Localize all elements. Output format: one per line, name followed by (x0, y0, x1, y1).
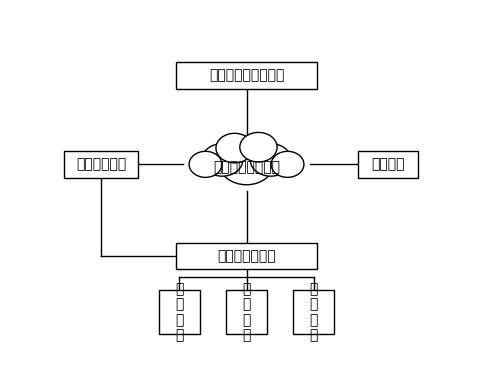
Text: 停车场信息采集系统: 停车场信息采集系统 (208, 69, 284, 83)
FancyBboxPatch shape (358, 151, 417, 178)
FancyBboxPatch shape (158, 290, 200, 334)
FancyBboxPatch shape (64, 151, 138, 178)
Circle shape (271, 151, 303, 177)
Text: 控制中心系统: 控制中心系统 (76, 157, 126, 171)
Text: 支
付
系
统: 支 付 系 统 (242, 282, 250, 343)
Text: 移动客户端系统: 移动客户端系统 (217, 249, 275, 263)
Text: 评分系统: 评分系统 (371, 157, 404, 171)
Text: 定
位
系
统: 定 位 系 统 (309, 282, 317, 343)
Circle shape (218, 141, 274, 185)
Circle shape (216, 133, 252, 163)
Circle shape (189, 151, 221, 177)
Circle shape (250, 144, 291, 176)
FancyBboxPatch shape (175, 62, 317, 89)
FancyBboxPatch shape (175, 243, 317, 269)
Text: 通
信
系
统: 通 信 系 统 (175, 282, 183, 343)
FancyBboxPatch shape (292, 290, 334, 334)
Text: 互联网云服务系统: 互联网云服务系统 (213, 160, 279, 174)
FancyBboxPatch shape (226, 290, 266, 334)
Circle shape (240, 132, 276, 162)
Circle shape (202, 144, 242, 176)
